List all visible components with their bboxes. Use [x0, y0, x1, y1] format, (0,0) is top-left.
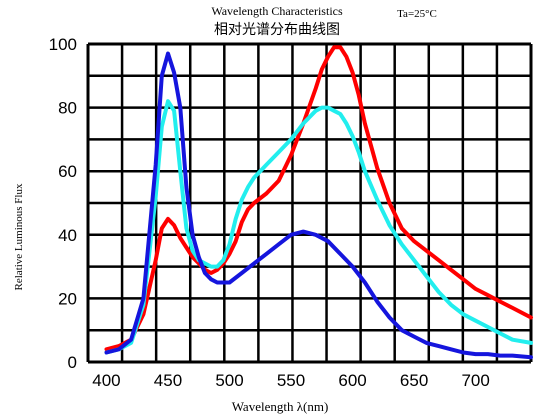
grid [86, 42, 533, 364]
x-tick-label: 550 [277, 371, 305, 390]
x-tick-label: 700 [461, 371, 489, 390]
y-tick-label: 40 [58, 226, 77, 245]
red-series-line [104, 45, 533, 352]
chart-subtitle: 相对光谱分布曲线图 [214, 21, 340, 37]
y-axis-label: Relative Luminous Flux [13, 183, 25, 290]
x-axis-label: Wavelength λ(nm) [232, 399, 329, 414]
y-tick-label: 20 [58, 289, 77, 308]
y-tick-label: 100 [49, 35, 77, 54]
x-tick-label: 650 [400, 371, 428, 390]
y-tick-label: 80 [58, 99, 77, 118]
condition-label: Ta=25°C [397, 8, 437, 20]
x-tick-label: 400 [92, 371, 120, 390]
y-tick-label: 60 [58, 162, 77, 181]
series-group [104, 45, 533, 360]
x-tick-label: 450 [154, 371, 182, 390]
blue-series-line [104, 51, 533, 360]
y-tick-label: 0 [68, 353, 77, 372]
cyan-series-line [104, 99, 533, 355]
chart-title: Wavelength Characteristics [211, 4, 343, 18]
x-tick-label: 500 [215, 371, 243, 390]
x-tick-label: 600 [338, 371, 366, 390]
tick-labels: 400 450 500 550 600 650 700 0 20 40 60 80 100 [49, 35, 490, 390]
